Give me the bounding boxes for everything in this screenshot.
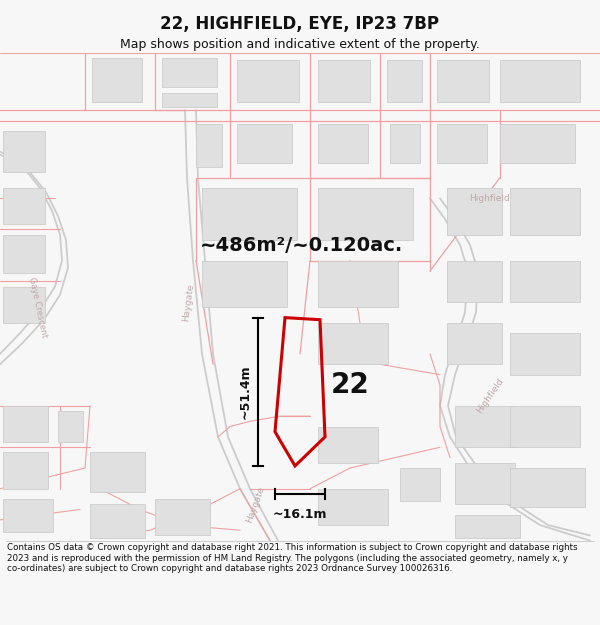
Text: ~486m²/~0.120ac.: ~486m²/~0.120ac. — [200, 236, 403, 254]
Polygon shape — [90, 452, 145, 492]
Text: Highfield: Highfield — [470, 194, 511, 203]
Polygon shape — [437, 124, 487, 163]
Polygon shape — [437, 61, 489, 102]
Polygon shape — [447, 188, 502, 234]
Polygon shape — [447, 261, 502, 302]
Polygon shape — [202, 261, 287, 308]
Polygon shape — [58, 411, 83, 442]
Polygon shape — [500, 61, 580, 102]
Polygon shape — [510, 406, 580, 447]
Text: Haygate: Haygate — [181, 282, 195, 322]
Text: Map shows position and indicative extent of the property.: Map shows position and indicative extent… — [120, 38, 480, 51]
Polygon shape — [510, 468, 585, 508]
Text: ~51.4m: ~51.4m — [239, 364, 252, 419]
Polygon shape — [202, 188, 297, 240]
Polygon shape — [455, 515, 520, 538]
Polygon shape — [3, 286, 45, 322]
Text: Highfield: Highfield — [475, 376, 505, 414]
Polygon shape — [510, 333, 580, 374]
Polygon shape — [92, 58, 142, 102]
Polygon shape — [318, 489, 388, 525]
Text: ~16.1m: ~16.1m — [273, 509, 327, 521]
Polygon shape — [455, 463, 515, 504]
Polygon shape — [390, 124, 420, 163]
Polygon shape — [318, 426, 378, 463]
Polygon shape — [3, 188, 45, 224]
Polygon shape — [510, 261, 580, 302]
Polygon shape — [162, 58, 217, 88]
Polygon shape — [318, 124, 368, 163]
Polygon shape — [3, 131, 45, 173]
Polygon shape — [447, 322, 502, 364]
Polygon shape — [387, 61, 422, 102]
Text: 22, HIGHFIELD, EYE, IP23 7BP: 22, HIGHFIELD, EYE, IP23 7BP — [161, 15, 439, 33]
Polygon shape — [455, 406, 515, 447]
Polygon shape — [3, 452, 48, 489]
Polygon shape — [90, 504, 145, 538]
Polygon shape — [318, 322, 388, 364]
Polygon shape — [3, 499, 53, 532]
Text: Gaye Crescent: Gaye Crescent — [27, 276, 49, 339]
Polygon shape — [196, 124, 222, 168]
Polygon shape — [3, 406, 48, 442]
Text: Haygate: Haygate — [244, 485, 266, 524]
Polygon shape — [3, 234, 45, 273]
Polygon shape — [400, 468, 440, 501]
Polygon shape — [155, 499, 210, 536]
Polygon shape — [318, 61, 370, 102]
Text: 22: 22 — [331, 371, 370, 399]
Text: Contains OS data © Crown copyright and database right 2021. This information is : Contains OS data © Crown copyright and d… — [7, 543, 578, 573]
Polygon shape — [500, 124, 575, 163]
Polygon shape — [510, 188, 580, 234]
Polygon shape — [318, 261, 398, 308]
Polygon shape — [237, 124, 292, 163]
Polygon shape — [237, 61, 299, 102]
Polygon shape — [318, 188, 413, 240]
Polygon shape — [162, 92, 217, 107]
